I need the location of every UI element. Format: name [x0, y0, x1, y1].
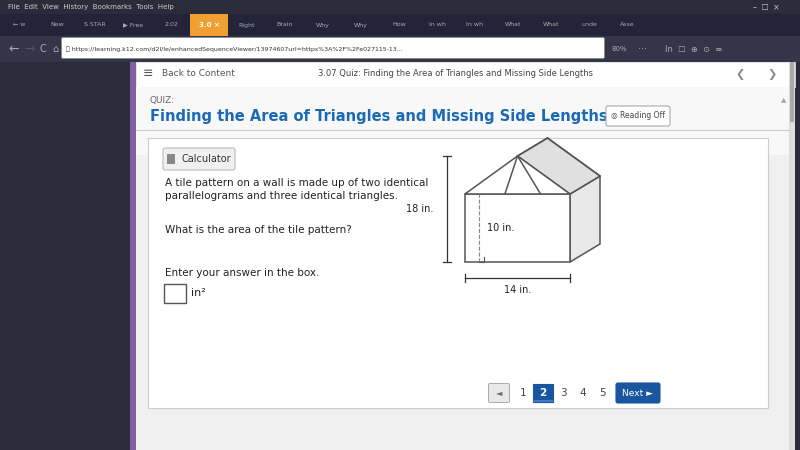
FancyBboxPatch shape [790, 62, 794, 122]
Text: ◎ Reading Off: ◎ Reading Off [611, 112, 665, 121]
FancyBboxPatch shape [166, 153, 174, 163]
FancyBboxPatch shape [0, 0, 800, 14]
Text: →: → [24, 42, 34, 55]
Text: In wh: In wh [466, 22, 483, 27]
Text: parallelograms and three identical triangles.: parallelograms and three identical trian… [165, 191, 398, 201]
Text: ···: ··· [638, 44, 647, 54]
Text: Right: Right [238, 22, 255, 27]
FancyBboxPatch shape [789, 62, 795, 450]
Text: Finding the Area of Triangles and Missing Side Lengths: Finding the Area of Triangles and Missin… [150, 108, 608, 123]
Text: ❯: ❯ [767, 68, 777, 80]
FancyBboxPatch shape [533, 384, 553, 402]
Text: 10 in.: 10 in. [487, 223, 514, 233]
Text: Asse: Asse [620, 22, 634, 27]
Text: 18 in.: 18 in. [406, 204, 433, 214]
Text: Enter your answer in the box.: Enter your answer in the box. [165, 268, 319, 278]
Polygon shape [465, 194, 570, 262]
Text: 80%: 80% [612, 46, 628, 52]
Text: 2.02: 2.02 [164, 22, 178, 27]
Text: A tile pattern on a wall is made up of two identical: A tile pattern on a wall is made up of t… [165, 178, 428, 188]
FancyBboxPatch shape [164, 284, 186, 303]
Text: ❮: ❮ [735, 68, 745, 80]
FancyBboxPatch shape [136, 87, 789, 155]
Text: ⌂: ⌂ [52, 44, 58, 54]
Text: 1: 1 [520, 388, 526, 398]
Text: C: C [40, 44, 46, 54]
FancyBboxPatch shape [62, 37, 605, 58]
Polygon shape [465, 176, 600, 194]
Polygon shape [518, 138, 600, 194]
Text: Brain: Brain [277, 22, 294, 27]
Text: Why: Why [354, 22, 368, 27]
Text: ◄: ◄ [496, 388, 502, 397]
Text: –  ☐  ×: – ☐ × [754, 3, 780, 12]
Text: File  Edit  View  History  Bookmarks  Tools  Help: File Edit View History Bookmarks Tools H… [8, 4, 174, 10]
FancyBboxPatch shape [148, 138, 768, 408]
FancyBboxPatch shape [130, 62, 795, 450]
Text: Why: Why [316, 22, 330, 27]
Text: in wh: in wh [429, 22, 446, 27]
Text: How: How [392, 22, 406, 27]
Text: Calculator: Calculator [181, 154, 230, 164]
Text: unde: unde [581, 22, 597, 27]
Text: S STAR: S STAR [84, 22, 106, 27]
Text: ← w: ← w [13, 22, 25, 27]
Text: What: What [505, 22, 522, 27]
FancyBboxPatch shape [163, 148, 235, 170]
Text: 4: 4 [580, 388, 586, 398]
FancyBboxPatch shape [0, 36, 800, 62]
FancyBboxPatch shape [0, 14, 800, 36]
Text: What: What [542, 22, 559, 27]
Text: 2: 2 [539, 388, 546, 398]
FancyBboxPatch shape [190, 14, 228, 36]
Text: 3.07 Quiz: Finding the Area of Triangles and Missing Side Lengths: 3.07 Quiz: Finding the Area of Triangles… [318, 69, 593, 78]
Text: QUIZ:: QUIZ: [150, 95, 175, 104]
Text: Back to Content: Back to Content [162, 69, 235, 78]
FancyBboxPatch shape [130, 62, 136, 450]
Text: in²: in² [191, 288, 206, 298]
Text: 3: 3 [560, 388, 566, 398]
Polygon shape [570, 176, 600, 262]
FancyBboxPatch shape [606, 106, 670, 126]
FancyBboxPatch shape [489, 383, 510, 402]
FancyBboxPatch shape [616, 383, 660, 403]
Text: Next ►: Next ► [622, 388, 654, 397]
Text: ≡: ≡ [142, 68, 154, 81]
Text: New: New [50, 22, 64, 27]
Text: What is the area of the tile pattern?: What is the area of the tile pattern? [165, 225, 352, 235]
Text: 5: 5 [600, 388, 606, 398]
Text: 14 in.: 14 in. [504, 285, 531, 295]
Text: 🔒 https://learning.k12.com/d2l/le/enhancedSequenceViewer/13974607url=https%3A%2F: 🔒 https://learning.k12.com/d2l/le/enhanc… [66, 46, 402, 52]
Text: 3.0 ×: 3.0 × [198, 22, 219, 28]
Polygon shape [465, 156, 570, 194]
Text: ▲: ▲ [782, 97, 786, 103]
Text: In  ☐  ⊕  ⊙  ≡: In ☐ ⊕ ⊙ ≡ [665, 45, 722, 54]
Text: ←: ← [8, 42, 18, 55]
Text: ▶ Free: ▶ Free [123, 22, 143, 27]
FancyBboxPatch shape [136, 62, 795, 87]
